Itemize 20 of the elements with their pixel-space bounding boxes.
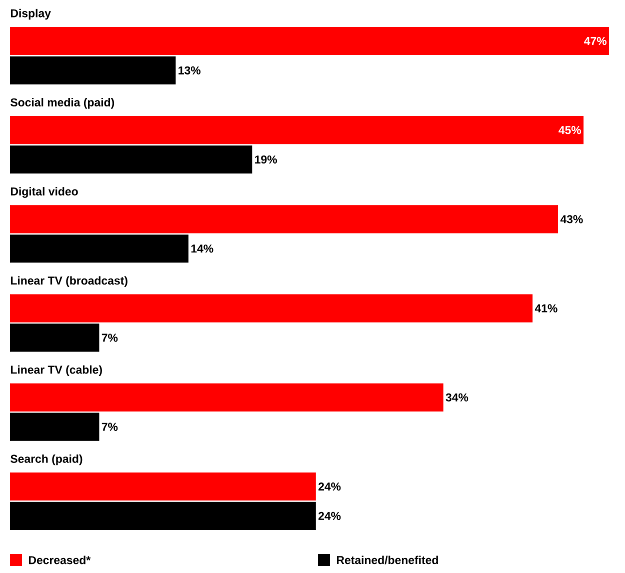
data-label: 19% [255, 155, 277, 164]
y-tick-label: Linear TV (broadcast) [10, 276, 128, 287]
data-label: 41% [534, 304, 558, 312]
y-tick-label: Linear TV (cable) [10, 365, 102, 376]
legend-label: Retained/benefited [336, 556, 438, 564]
data-label: 45% [558, 126, 582, 134]
data-label: 7% [102, 334, 118, 342]
data-label: 13% [178, 66, 200, 74]
legend-label: Decreased* [28, 556, 91, 564]
y-tick-label: Search (paid) [10, 454, 82, 466]
y-tick-label: Display [10, 8, 51, 20]
y-tick-label: Digital video [10, 187, 78, 198]
data-label: 47% [584, 36, 607, 46]
y-tick-label: Social media (paid) [10, 98, 114, 109]
data-label: 43% [560, 215, 583, 224]
data-label: 7% [102, 422, 118, 431]
data-label: 24% [318, 482, 341, 491]
data-label: 24% [318, 512, 341, 520]
data-label: 34% [446, 393, 468, 402]
data-label: 14% [191, 244, 214, 253]
